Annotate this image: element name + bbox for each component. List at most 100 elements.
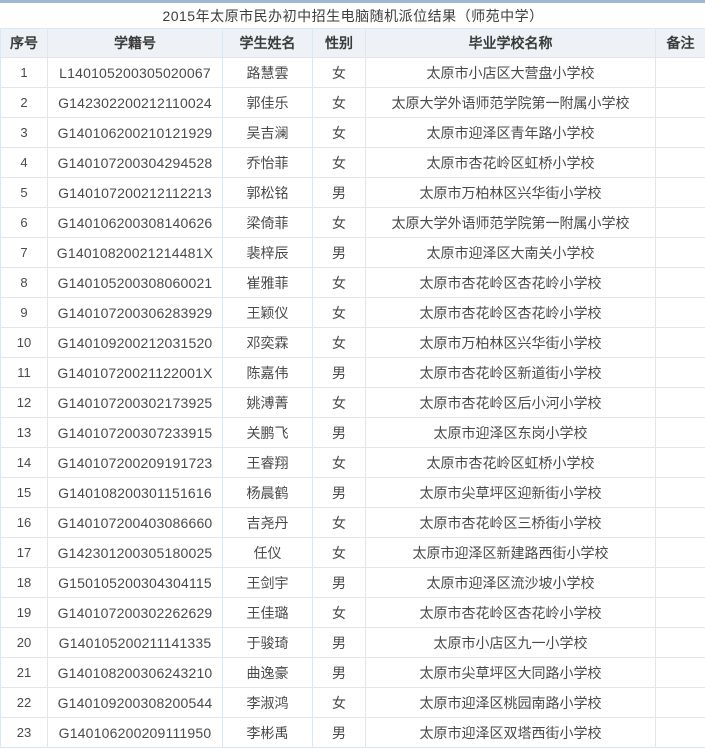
- column-header-no: 序号: [0, 28, 48, 58]
- gender-cell: 女: [312, 597, 366, 628]
- school-cell: 太原市小店区九一小学校: [365, 627, 656, 658]
- row-number-cell: 2: [0, 87, 48, 118]
- school-cell: 太原市尖草坪区迎新街小学校: [365, 477, 656, 508]
- title-row: 2015年太原市民办初中招生电脑随机派位结果（师苑中学）: [0, 3, 705, 29]
- row-number-cell: 19: [0, 597, 48, 628]
- student-name-cell: 关鹏飞: [222, 417, 313, 448]
- gender-cell: 女: [312, 537, 366, 568]
- gender-cell: 男: [312, 717, 366, 748]
- student-name-cell: 杨晨鹤: [222, 477, 313, 508]
- school-cell: 太原市迎泽区大南关小学校: [365, 237, 656, 268]
- student-name-cell: 乔怡菲: [222, 147, 313, 178]
- gender-cell: 女: [312, 207, 366, 238]
- student-id-cell: G140109200212031520: [47, 327, 223, 358]
- gender-cell: 女: [312, 117, 366, 148]
- row-number-cell: 23: [0, 717, 48, 748]
- row-number-cell: 3: [0, 117, 48, 148]
- row-number-cell: 18: [0, 567, 48, 598]
- row-number-cell: 1: [0, 57, 48, 88]
- student-id-cell: G140107200304294528: [47, 147, 223, 178]
- note-cell: [654, 507, 705, 538]
- note-cell: [654, 57, 705, 88]
- note-cell: [654, 417, 705, 448]
- table-row: 7 G14010820021214481X 裴梓辰男太原市迎泽区大南关小学校: [0, 237, 705, 268]
- student-id-cell: G140107200302262629: [47, 597, 223, 628]
- note-cell: [654, 537, 705, 568]
- gender-cell: 男: [312, 177, 366, 208]
- gender-cell: 男: [312, 237, 366, 268]
- table-row: 4 G140107200304294528 乔怡菲女太原市杏花岭区虹桥小学校: [0, 147, 705, 178]
- row-number-cell: 12: [0, 387, 48, 418]
- table-row: 17 G142301200305180025 任仪女太原市迎泽区新建路西街小学校: [0, 537, 705, 568]
- note-cell: [654, 387, 705, 418]
- gender-cell: 男: [312, 417, 366, 448]
- school-cell: 太原市杏花岭区杏花岭小学校: [365, 267, 656, 298]
- student-id-cell: G140107200302173925: [47, 387, 223, 418]
- school-cell: 太原市尖草坪区大同路小学校: [365, 657, 656, 688]
- student-name-cell: 王剑宇: [222, 567, 313, 598]
- student-id-cell: G150105200304304115: [47, 567, 223, 598]
- student-id-cell: G140107200306283929: [47, 297, 223, 328]
- school-cell: 太原市迎泽区双塔西街小学校: [365, 717, 656, 748]
- school-cell: 太原市杏花岭区三桥街小学校: [365, 507, 656, 538]
- table-row: 20 G140105200211141335 于骏琦男太原市小店区九一小学校: [0, 627, 705, 658]
- table-row: 21 G140108200306243210 曲逸豪男太原市尖草坪区大同路小学校: [0, 657, 705, 688]
- table-body: 1 L140105200305020067 路慧雲女太原市小店区大营盘小学校 2 G14…: [0, 57, 705, 748]
- student-name-cell: 崔雅菲: [222, 267, 313, 298]
- row-number-cell: 6: [0, 207, 48, 238]
- note-cell: [654, 357, 705, 388]
- gender-cell: 男: [312, 567, 366, 598]
- student-id-cell: G140105200211141335: [47, 627, 223, 658]
- student-id-cell: G14010820021214481X: [47, 237, 223, 268]
- table-row: 23 G140106200209111950 李彬禹男太原市迎泽区双塔西街小学校: [0, 717, 705, 748]
- row-number-cell: 21: [0, 657, 48, 688]
- school-cell: 太原市万柏林区兴华街小学校: [365, 327, 656, 358]
- note-cell: [654, 597, 705, 628]
- column-header-student-name: 学生姓名: [222, 28, 313, 58]
- row-number-cell: 15: [0, 477, 48, 508]
- school-cell: 太原大学外语师范学院第一附属小学校: [365, 207, 656, 238]
- student-id-cell: G140107200209191723: [47, 447, 223, 478]
- row-number-cell: 17: [0, 537, 48, 568]
- gender-cell: 女: [312, 297, 366, 328]
- school-cell: 太原市杏花岭区虹桥小学校: [365, 147, 656, 178]
- school-cell: 太原市杏花岭区虹桥小学校: [365, 447, 656, 478]
- header-row: 序号 学籍号 学生姓名 性别 毕业学校名称 备注: [0, 28, 705, 58]
- student-id-cell: G140105200308060021: [47, 267, 223, 298]
- column-header-note: 备注: [654, 28, 705, 58]
- student-name-cell: 王颖仪: [222, 297, 313, 328]
- student-id-cell: G140109200308200544: [47, 687, 223, 718]
- gender-cell: 女: [312, 57, 366, 88]
- student-id-cell: G140106200210121929: [47, 117, 223, 148]
- gender-cell: 男: [312, 657, 366, 688]
- table-row: 8 G140105200308060021 崔雅菲女太原市杏花岭区杏花岭小学校: [0, 267, 705, 298]
- gender-cell: 男: [312, 627, 366, 658]
- student-id-cell: G140107200307233915: [47, 417, 223, 448]
- gender-cell: 女: [312, 87, 366, 118]
- gender-cell: 女: [312, 327, 366, 358]
- school-cell: 太原市杏花岭区杏花岭小学校: [365, 297, 656, 328]
- row-number-cell: 10: [0, 327, 48, 358]
- student-name-cell: 吉尧丹: [222, 507, 313, 538]
- column-header-school: 毕业学校名称: [365, 28, 656, 58]
- student-id-cell: G14010720021122001X: [47, 357, 223, 388]
- note-cell: [654, 627, 705, 658]
- student-name-cell: 于骏琦: [222, 627, 313, 658]
- note-cell: [654, 177, 705, 208]
- student-name-cell: 王睿翔: [222, 447, 313, 478]
- gender-cell: 女: [312, 507, 366, 538]
- row-number-cell: 20: [0, 627, 48, 658]
- table-row: 18 G150105200304304115 王剑宇男太原市迎泽区流沙坡小学校: [0, 567, 705, 598]
- student-name-cell: 李彬禹: [222, 717, 313, 748]
- student-name-cell: 裴梓辰: [222, 237, 313, 268]
- gender-cell: 男: [312, 477, 366, 508]
- gender-cell: 女: [312, 147, 366, 178]
- note-cell: [654, 117, 705, 148]
- table-row: 15 G140108200301151616 杨晨鹤男太原市尖草坪区迎新街小学校: [0, 477, 705, 508]
- student-name-cell: 王佳璐: [222, 597, 313, 628]
- student-id-cell: G140108200301151616: [47, 477, 223, 508]
- column-header-gender: 性别: [312, 28, 366, 58]
- table-row: 9 G140107200306283929 王颖仪女太原市杏花岭区杏花岭小学校: [0, 297, 705, 328]
- table-row: 12 G140107200302173925 姚溥菁女太原市杏花岭区后小河小学校: [0, 387, 705, 418]
- note-cell: [654, 477, 705, 508]
